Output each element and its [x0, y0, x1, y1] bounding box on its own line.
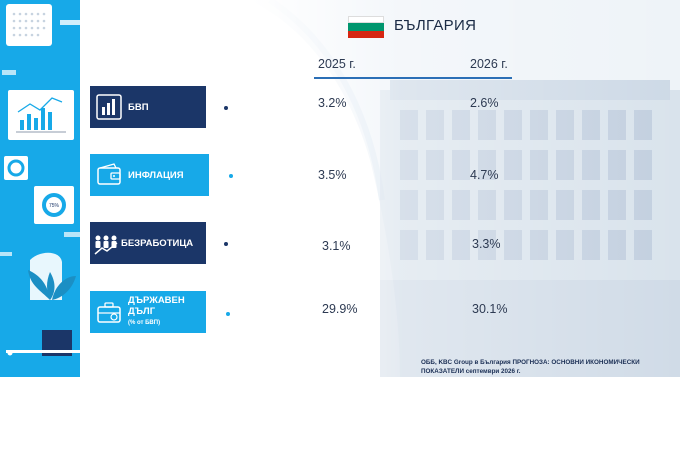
value-gdp-2025: 3.2%: [318, 96, 347, 110]
value-inflation-2026: 4.7%: [470, 168, 499, 182]
flag-stripe-red: [348, 30, 384, 38]
row-connector-dot: [224, 106, 228, 110]
value-gdp-2026: 2.6%: [470, 96, 499, 110]
row-label-inflation: ИНФЛАЦИЯ: [90, 154, 209, 196]
office-illustration-icon: 75%: [0, 4, 80, 356]
value-unemployment-2026: 3.3%: [472, 237, 501, 251]
row-label-public-debt: ДЪРЖАВЕН ДЪЛГ (% от БВП): [90, 291, 206, 333]
svg-text:75%: 75%: [49, 203, 60, 209]
row-label-text: ИНФЛАЦИЯ: [128, 169, 184, 181]
column-header-2025: 2025 г.: [318, 57, 356, 71]
country-title: БЪЛГАРИЯ: [394, 17, 477, 34]
row-label-gdp: БВП: [90, 86, 206, 128]
row-label-text: БВП: [128, 101, 149, 113]
people-trend-icon: [94, 235, 118, 255]
row-label-text: БЕЗРАБОТИЦА: [121, 237, 194, 249]
value-debt-2025: 29.9%: [322, 302, 358, 316]
row-label-unemployment: БЕЗРАБОТИЦА: [90, 222, 206, 264]
row-label-text: ДЪРЖАВЕН ДЪЛГ (% от БВП): [128, 295, 185, 329]
building-background-image: [250, 0, 680, 377]
column-header-2026: 2026 г.: [470, 57, 508, 71]
briefcase-icon: [97, 302, 121, 323]
decorative-side-panel: 75%: [0, 0, 80, 377]
row-connector-dot: [229, 174, 233, 178]
wallet-icon: [97, 163, 121, 185]
value-unemployment-2025: 3.1%: [322, 239, 351, 253]
header-divider: [314, 77, 512, 79]
bar-chart-icon: [96, 94, 122, 120]
row-label-main: ДЪРЖАВЕН ДЪЛГ: [128, 295, 185, 317]
flag-stripe-green: [348, 23, 384, 31]
row-label-sub: (% от БВП): [128, 320, 161, 326]
value-inflation-2025: 3.5%: [318, 168, 347, 182]
row-connector-dot: [224, 242, 228, 246]
row-connector-dot: [226, 312, 230, 316]
source-note: ОББ, KBC Group в България ПРОГНОЗА: ОСНО…: [421, 359, 640, 375]
flag-stripe-white: [348, 16, 384, 24]
bulgaria-flag-icon: [348, 16, 384, 38]
value-debt-2026: 30.1%: [472, 302, 508, 316]
slide: 75% БЪЛГАРИЯ 2025 г. 2026 г.: [0, 0, 680, 377]
